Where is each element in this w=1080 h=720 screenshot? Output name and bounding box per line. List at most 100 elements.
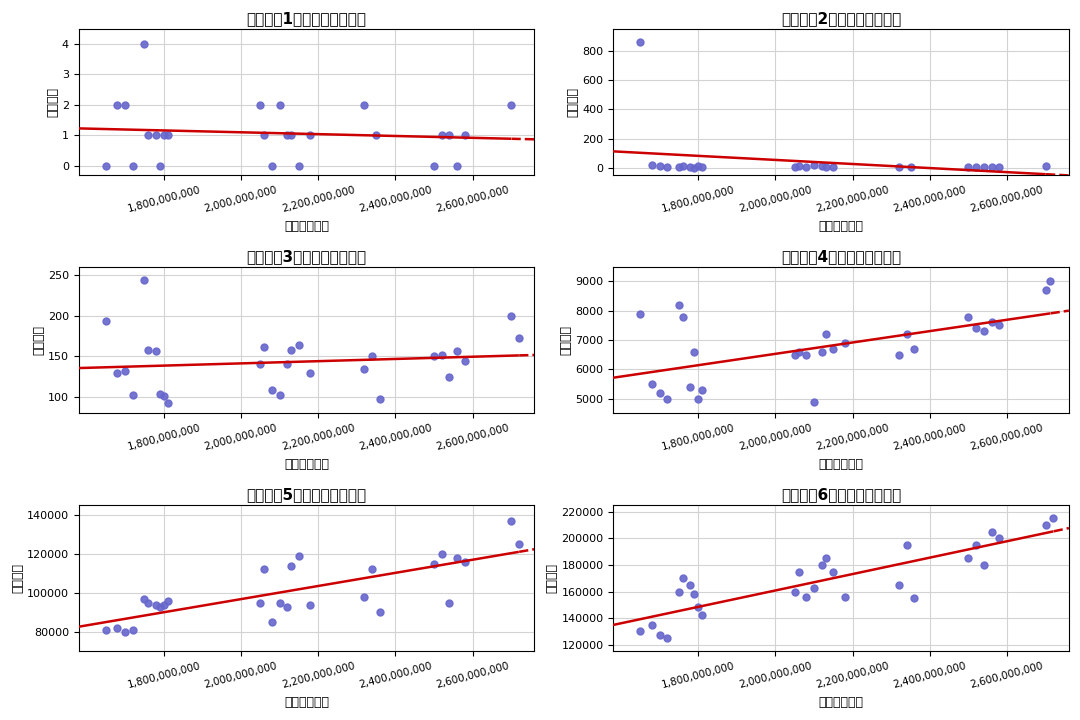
Point bbox=[825, 566, 842, 577]
Point bbox=[256, 130, 273, 141]
Point bbox=[990, 161, 1008, 173]
Point bbox=[139, 344, 157, 356]
Point bbox=[283, 344, 300, 356]
Point bbox=[789, 346, 807, 358]
Point bbox=[890, 349, 907, 361]
Point bbox=[990, 533, 1008, 544]
Point bbox=[651, 630, 669, 642]
Point bbox=[433, 349, 450, 361]
Point bbox=[968, 323, 985, 334]
Point bbox=[367, 130, 384, 141]
Point bbox=[355, 363, 373, 374]
Point bbox=[806, 582, 823, 593]
Point bbox=[456, 356, 473, 367]
Point bbox=[426, 558, 443, 570]
Point bbox=[283, 559, 300, 571]
Point bbox=[109, 622, 126, 634]
Point bbox=[433, 548, 450, 559]
Point bbox=[693, 384, 711, 395]
Point bbox=[983, 526, 1000, 537]
Point bbox=[806, 396, 823, 408]
Point bbox=[136, 274, 153, 286]
Point bbox=[264, 161, 281, 172]
X-axis label: 販売額（円）: 販売額（円） bbox=[819, 696, 864, 709]
Point bbox=[139, 597, 157, 608]
Point bbox=[681, 579, 699, 590]
Point bbox=[124, 389, 141, 400]
Title: 販売額と2等当選本数の関係: 販売額と2等当選本数の関係 bbox=[781, 11, 901, 26]
Point bbox=[372, 607, 389, 618]
Point bbox=[301, 599, 319, 611]
Point bbox=[674, 311, 691, 323]
Point bbox=[256, 564, 273, 575]
Point bbox=[364, 350, 381, 361]
Point bbox=[975, 161, 993, 173]
Point bbox=[252, 359, 269, 370]
Point bbox=[632, 626, 649, 637]
Point bbox=[890, 579, 907, 590]
Point bbox=[151, 161, 168, 172]
Title: 販売額と4等当選本数の関係: 販売額と4等当選本数の関係 bbox=[781, 249, 901, 264]
Point bbox=[902, 161, 919, 173]
Point bbox=[681, 161, 699, 173]
Point bbox=[151, 388, 168, 400]
Point bbox=[825, 343, 842, 355]
Point bbox=[117, 99, 134, 111]
Title: 販売額と3等当選本数の関係: 販売額と3等当選本数の関係 bbox=[246, 249, 366, 264]
Point bbox=[816, 552, 834, 564]
Point bbox=[644, 159, 661, 171]
Point bbox=[899, 539, 916, 551]
Point bbox=[975, 559, 993, 571]
Point bbox=[147, 130, 164, 141]
Y-axis label: 当選本数: 当選本数 bbox=[46, 87, 59, 117]
Point bbox=[117, 626, 134, 638]
Point bbox=[97, 624, 114, 636]
Point bbox=[156, 390, 173, 402]
Point bbox=[510, 539, 527, 550]
Point bbox=[279, 130, 296, 141]
Point bbox=[798, 591, 815, 603]
Point bbox=[441, 130, 458, 141]
Point bbox=[689, 393, 706, 405]
Point bbox=[693, 610, 711, 621]
Point bbox=[109, 367, 126, 379]
Point bbox=[156, 599, 173, 611]
Point bbox=[364, 564, 381, 575]
X-axis label: 販売額（円）: 販売額（円） bbox=[284, 458, 329, 471]
Point bbox=[786, 161, 804, 173]
Point bbox=[983, 161, 1000, 173]
Point bbox=[975, 325, 993, 337]
Point bbox=[632, 36, 649, 48]
Point bbox=[681, 381, 699, 392]
Point bbox=[441, 597, 458, 608]
Point bbox=[264, 384, 281, 395]
Point bbox=[659, 393, 676, 405]
Point bbox=[674, 572, 691, 584]
Point bbox=[147, 599, 164, 611]
Point bbox=[502, 515, 519, 526]
Point bbox=[1037, 519, 1054, 531]
Point bbox=[151, 600, 168, 612]
Point bbox=[502, 99, 519, 111]
Point bbox=[786, 349, 804, 361]
Point bbox=[689, 602, 706, 613]
Point bbox=[644, 378, 661, 390]
Point bbox=[899, 328, 916, 340]
Point bbox=[968, 161, 985, 173]
Point bbox=[686, 346, 703, 358]
Point bbox=[117, 365, 134, 377]
Point bbox=[1037, 161, 1054, 172]
Point bbox=[836, 337, 853, 348]
Point bbox=[671, 161, 688, 173]
Point bbox=[983, 317, 1000, 328]
Point bbox=[510, 332, 527, 343]
Point bbox=[671, 299, 688, 310]
Point bbox=[659, 161, 676, 173]
Point bbox=[693, 161, 711, 173]
Point bbox=[279, 359, 296, 370]
Point bbox=[1041, 276, 1058, 287]
Point bbox=[990, 320, 1008, 331]
Point bbox=[159, 397, 176, 408]
Point bbox=[806, 159, 823, 171]
Title: 販売額と6等当選本数の関係: 販売額と6等当選本数の関係 bbox=[781, 487, 901, 503]
